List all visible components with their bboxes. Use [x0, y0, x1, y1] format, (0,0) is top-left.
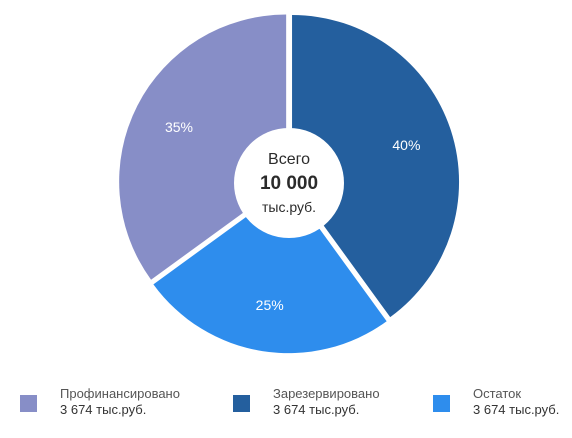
legend-item-remainder: Остаток 3 674 тыс.руб. [433, 386, 559, 418]
chart-slice-labels: 40% 25% 35% [165, 119, 420, 313]
center-caption: Всего [268, 151, 310, 168]
legend-swatch-remainder [433, 395, 450, 412]
legend-item-funded: Профинансировано 3 674 тыс.руб. [20, 386, 180, 418]
legend-label-remainder: Остаток [473, 386, 522, 401]
chart-center-hole [234, 128, 344, 238]
slice-label-1: 25% [256, 297, 284, 313]
legend-text-remainder: Остаток 3 674 тыс.руб. [473, 386, 559, 418]
center-unit: тыс.руб. [262, 199, 316, 215]
legend-value-funded: 3 674 тыс.руб. [60, 402, 147, 417]
legend-value-reserved: 3 674 тыс.руб. [273, 402, 360, 417]
legend-swatch-reserved [233, 395, 250, 412]
legend-label-reserved: Зарезервировано [273, 386, 380, 401]
slice-label-2: 35% [165, 119, 193, 135]
legend-value-remainder: 3 674 тыс.руб. [473, 402, 560, 417]
pie-slice-1 [153, 186, 387, 354]
pie-slice-2 [119, 14, 287, 280]
legend-item-reserved: Зарезервировано 3 674 тыс.руб. [233, 386, 380, 418]
legend-text-funded: Профинансировано 3 674 тыс.руб. [60, 386, 180, 418]
legend-label-funded: Профинансировано [60, 386, 180, 401]
pie-slice-0 [292, 15, 460, 318]
chart-legend: Профинансировано 3 674 тыс.руб. Зарезерв… [0, 386, 572, 426]
legend-swatch-funded [20, 395, 37, 412]
chart-slices [119, 14, 460, 354]
slice-label-0: 40% [392, 137, 420, 153]
legend-text-reserved: Зарезервировано 3 674 тыс.руб. [273, 386, 380, 418]
donut-chart: 40% 25% 35% Всего 10 000 тыс.руб. [119, 14, 460, 354]
center-total: 10 000 [260, 173, 318, 194]
